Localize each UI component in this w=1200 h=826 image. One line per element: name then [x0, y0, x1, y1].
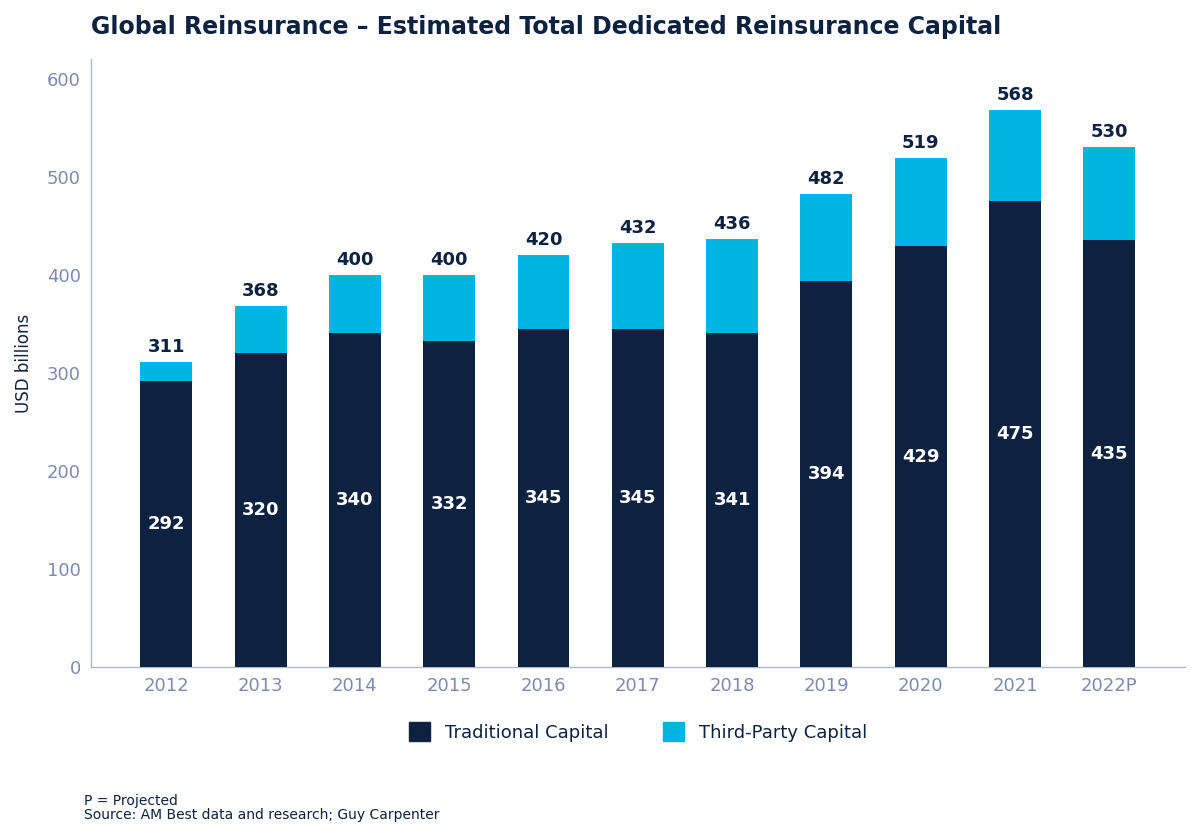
Text: Source: AM Best data and research; Guy Carpenter: Source: AM Best data and research; Guy C… — [84, 809, 439, 823]
Bar — [612, 329, 664, 667]
Text: 292: 292 — [148, 515, 185, 533]
Text: 345: 345 — [619, 489, 656, 506]
Text: 394: 394 — [808, 465, 845, 482]
Bar — [140, 381, 192, 667]
Bar — [140, 362, 192, 381]
Text: 429: 429 — [902, 448, 940, 466]
Text: 320: 320 — [242, 501, 280, 519]
Text: 432: 432 — [619, 220, 656, 237]
Text: 482: 482 — [808, 170, 845, 188]
Bar — [329, 334, 380, 667]
Text: Global Reinsurance – Estimated Total Dedicated Reinsurance Capital: Global Reinsurance – Estimated Total Ded… — [91, 15, 1001, 39]
Bar — [989, 202, 1040, 667]
Bar — [612, 244, 664, 329]
Bar — [517, 255, 570, 329]
Text: 311: 311 — [148, 338, 185, 356]
Bar — [895, 246, 947, 667]
Bar — [1084, 147, 1135, 240]
Text: 345: 345 — [524, 489, 563, 506]
Text: 340: 340 — [336, 491, 373, 509]
Text: 400: 400 — [336, 251, 373, 268]
Bar — [895, 158, 947, 246]
Bar — [424, 275, 475, 341]
Text: 400: 400 — [431, 251, 468, 268]
Bar — [989, 110, 1040, 202]
Text: 332: 332 — [431, 495, 468, 513]
Text: 436: 436 — [713, 216, 751, 234]
Bar — [706, 333, 758, 667]
Text: 519: 519 — [902, 134, 940, 152]
Legend: Traditional Capital, Third-Party Capital: Traditional Capital, Third-Party Capital — [402, 715, 874, 749]
Text: 341: 341 — [713, 491, 751, 509]
Bar — [329, 275, 380, 334]
Bar — [800, 281, 852, 667]
Text: 568: 568 — [996, 86, 1034, 104]
Y-axis label: USD billions: USD billions — [14, 313, 34, 412]
Bar — [800, 194, 852, 281]
Bar — [235, 306, 287, 353]
Text: 530: 530 — [1091, 123, 1128, 141]
Bar — [1084, 240, 1135, 667]
Text: 368: 368 — [241, 282, 280, 300]
Text: 475: 475 — [996, 425, 1033, 443]
Text: P = Projected: P = Projected — [84, 795, 178, 809]
Bar — [517, 329, 570, 667]
Bar — [706, 240, 758, 333]
Text: 420: 420 — [524, 231, 563, 249]
Bar — [424, 341, 475, 667]
Bar — [235, 353, 287, 667]
Text: 435: 435 — [1091, 444, 1128, 463]
